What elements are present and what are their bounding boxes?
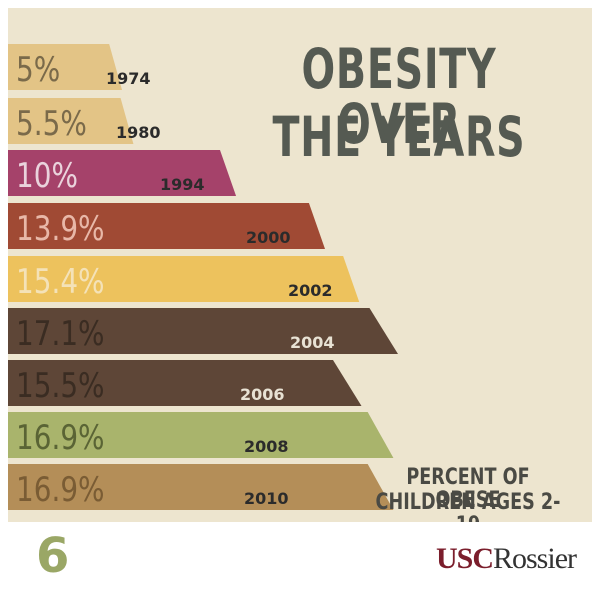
bar-2008 [8,412,394,458]
usc-rossier-logo: USCRossier [435,542,577,576]
value-label-1974: 5% [16,50,60,89]
bar-2000 [8,203,326,249]
bar-2002 [8,256,360,302]
bar-2006 [8,360,362,406]
legend-line-1: PERCENT OF OBESE [406,465,530,514]
value-label-2010: 16.9% [16,470,105,509]
value-label-2004: 17.1% [16,314,105,353]
bar-2004 [8,308,398,354]
value-label-2002: 15.4% [16,262,105,301]
value-label-1980: 5.5% [16,104,87,143]
year-label-1974: 1974 [106,69,151,88]
logo-rossier-text: Rossier [493,542,577,575]
year-label-2008: 2008 [244,437,289,456]
footer-bar: 6 USCRossier [8,522,592,592]
page-number: 6 [36,528,70,584]
year-label-1980: 1980 [116,123,161,142]
infographic-panel: 5% 1974 5.5% 1980 10% 1994 13.9% 2000 15.4% 2002 1… [8,8,592,522]
legend-line-2: CHILDREN AGES 2-19 [375,490,561,522]
title-line-1: OBESITY OVER [301,37,497,156]
year-label-2006: 2006 [240,385,285,404]
obesity-bar-chart: 5% 1974 5.5% 1980 10% 1994 13.9% 2000 15.4% 2002 1… [8,44,398,510]
title-line-2: THE YEARS [272,105,526,169]
bar-2010 [8,464,394,510]
year-label-2004: 2004 [290,333,335,352]
year-label-2010: 2010 [244,489,289,508]
value-label-1994: 10% [16,156,78,195]
bar-1980 [8,98,134,144]
value-label-2000: 13.9% [16,209,105,248]
year-label-1994: 1994 [160,175,205,194]
bar-1994 [8,150,237,196]
year-label-2002: 2002 [288,281,333,300]
logo-usc-text: USC [435,542,494,575]
bar-1974 [8,44,123,90]
value-label-2006: 15.5% [16,366,105,405]
year-label-2000: 2000 [246,228,291,247]
value-label-2008: 16.9% [16,418,105,457]
